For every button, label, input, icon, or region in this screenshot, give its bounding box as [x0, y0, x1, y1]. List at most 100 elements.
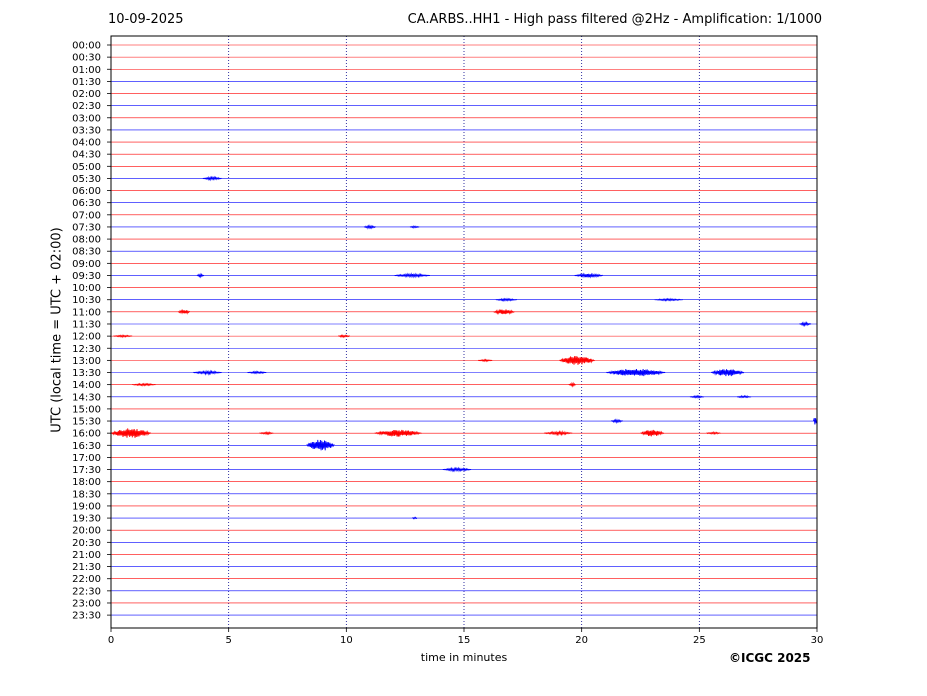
- x-axis-label: time in minutes: [420, 651, 508, 664]
- y-tick-label: 10:30: [72, 295, 101, 306]
- seismic-event: [409, 225, 420, 229]
- y-tick-label: 04:30: [72, 150, 101, 161]
- y-tick-label: 02:00: [72, 89, 101, 100]
- y-tick-label: 15:00: [72, 404, 101, 415]
- seismic-event: [442, 466, 472, 473]
- seismic-event: [654, 297, 683, 302]
- y-tick-label: 12:30: [72, 344, 101, 355]
- y-tick-label: 21:30: [72, 562, 101, 573]
- y-tick-label: 08:30: [72, 247, 101, 258]
- y-tick-label: 21:00: [72, 550, 101, 561]
- y-tick-label: 01:00: [72, 65, 101, 76]
- x-tick-label: 5: [225, 635, 231, 646]
- grid-lines: [228, 36, 700, 628]
- seismic-event: [543, 430, 573, 437]
- y-tick-label: 13:00: [72, 356, 101, 367]
- y-tick-label: 17:00: [72, 453, 101, 464]
- y-tick-label: 18:00: [72, 477, 101, 488]
- y-tick-label: 19:30: [72, 514, 101, 525]
- y-tick-label: 19:00: [72, 501, 101, 512]
- y-tick-label: 20:30: [72, 538, 101, 549]
- seismic-event: [495, 297, 518, 302]
- y-tick-label: 18:30: [72, 489, 101, 500]
- y-tick-label: 22:00: [72, 574, 101, 585]
- x-tick-label: 20: [575, 635, 588, 646]
- seismic-event: [559, 356, 595, 365]
- x-tick-label: 30: [811, 635, 824, 646]
- y-tick-label: 03:30: [72, 125, 101, 136]
- seismic-event: [113, 334, 133, 339]
- x-tick-label: 15: [458, 635, 471, 646]
- seismic-event: [259, 431, 274, 436]
- y-tick-label: 08:00: [72, 235, 101, 246]
- chart-title: CA.ARBS..HH1 - High pass filtered @2Hz -…: [407, 12, 822, 27]
- seismic-event: [574, 272, 603, 279]
- seismic-event: [568, 381, 576, 388]
- seismic-event: [478, 358, 493, 363]
- seismic-event: [412, 516, 418, 520]
- y-tick-label: 17:30: [72, 465, 101, 476]
- y-tick-label: 03:00: [72, 113, 101, 124]
- y-tick-label: 05:30: [72, 174, 101, 185]
- copyright-label: ©ICGC 2025: [729, 651, 811, 665]
- seismic-event: [338, 334, 350, 339]
- seismic-event: [193, 369, 222, 376]
- seismic-event: [363, 224, 376, 230]
- plot-frame: [110, 35, 818, 629]
- seismic-event: [493, 308, 515, 315]
- seismic-event: [110, 428, 152, 438]
- y-tick-label: 06:00: [72, 186, 101, 197]
- seismic-event: [132, 382, 156, 387]
- y-tick-label: 06:30: [72, 198, 101, 209]
- seismic-event: [610, 418, 623, 425]
- y-tick-label: 15:30: [72, 417, 101, 428]
- y-tick-label: 00:30: [72, 53, 101, 64]
- x-tick-label: 25: [693, 635, 706, 646]
- y-tick-label: 00:00: [72, 41, 101, 52]
- seismic-event: [177, 308, 191, 315]
- events: [110, 175, 818, 520]
- y-tick-label: 13:30: [72, 368, 101, 379]
- seismic-event: [606, 369, 666, 377]
- seismic-event: [710, 369, 745, 377]
- traces: [111, 44, 817, 616]
- y-tick-label: 07:00: [72, 210, 101, 221]
- seismic-event: [202, 175, 222, 182]
- y-tick-label: 11:30: [72, 319, 101, 330]
- y-tick-label: 04:00: [72, 138, 101, 149]
- seismic-event: [640, 429, 665, 437]
- seismic-event: [736, 394, 752, 399]
- seismic-event: [799, 321, 812, 328]
- y-tick-label: 14:00: [72, 380, 101, 391]
- seismic-event: [247, 370, 267, 375]
- y-tick-label: 11:00: [72, 307, 101, 318]
- y-tick-label: 22:30: [72, 586, 101, 597]
- y-tick-label: 12:00: [72, 332, 101, 343]
- seismic-event: [813, 417, 818, 425]
- seismic-event: [374, 429, 422, 437]
- y-tick-label: 09:30: [72, 271, 101, 282]
- y-tick-label: 20:00: [72, 526, 101, 537]
- y-tick-label: 16:30: [72, 441, 101, 452]
- x-tick-label: 10: [340, 635, 353, 646]
- seismic-event: [306, 439, 335, 451]
- y-tick-label: 14:30: [72, 392, 101, 403]
- x-tick-label: 0: [108, 635, 114, 646]
- seismic-event: [706, 431, 721, 436]
- y-tick-labels: 00:0000:3001:0001:3002:0002:3003:0003:30…: [72, 41, 111, 622]
- y-tick-label: 10:00: [72, 283, 101, 294]
- y-tick-label: 02:30: [72, 101, 101, 112]
- y-tick-label: 23:30: [72, 611, 101, 622]
- seismic-event: [689, 394, 705, 399]
- y-tick-label: 09:00: [72, 259, 101, 270]
- date-label: 10-09-2025: [108, 12, 184, 27]
- y-tick-label: 07:30: [72, 222, 101, 233]
- y-tick-label: 16:00: [72, 429, 101, 440]
- y-tick-label: 23:00: [72, 598, 101, 609]
- seismic-event: [394, 272, 430, 279]
- seismic-event: [196, 272, 205, 279]
- y-tick-label: 01:30: [72, 77, 101, 88]
- x-tick-labels: 0 5 10 15 20 25 30: [108, 628, 824, 646]
- y-tick-label: 05:00: [72, 162, 101, 173]
